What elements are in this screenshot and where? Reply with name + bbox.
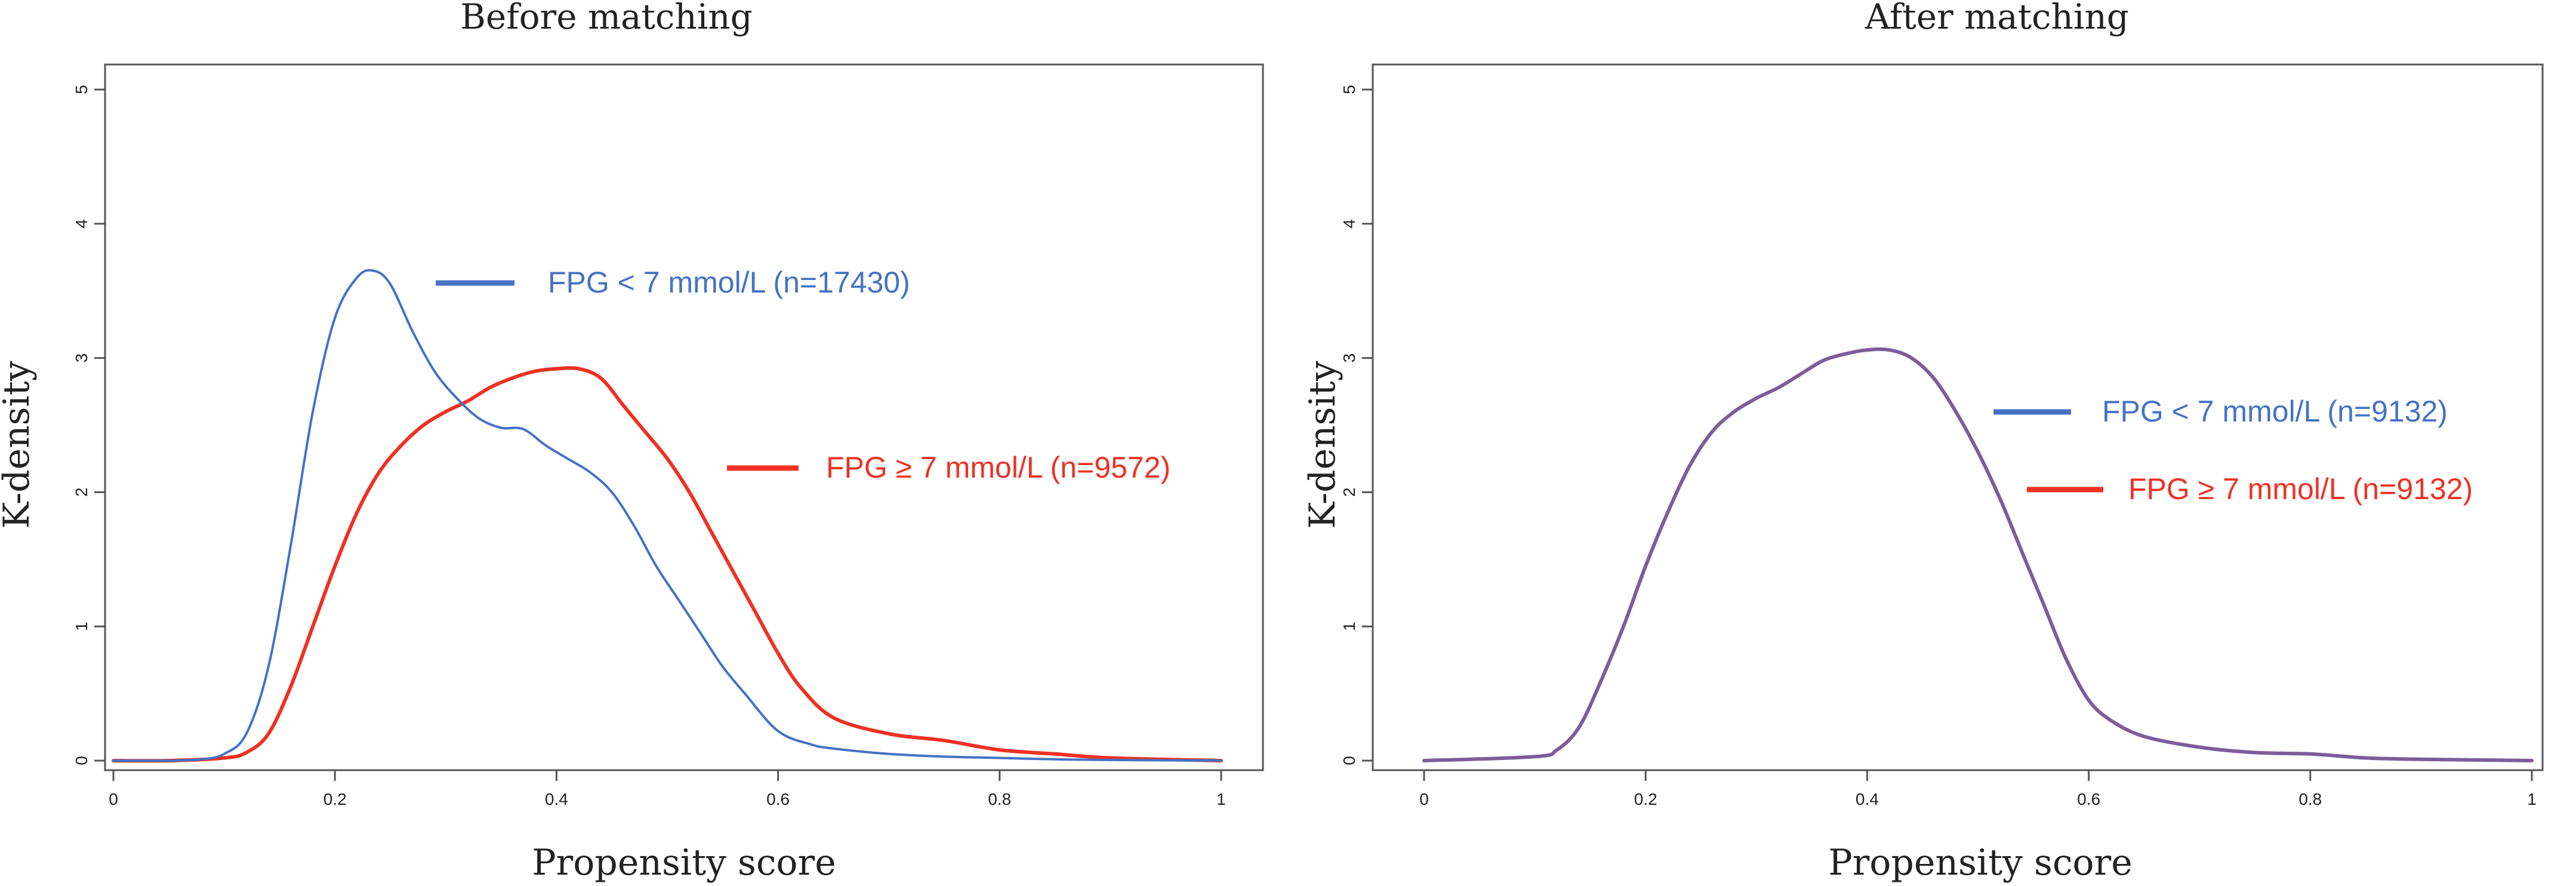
x-tick-label: 0.6: [766, 790, 790, 808]
x-tick-label: 1: [2527, 790, 2537, 808]
y-tick-label: 1: [72, 622, 91, 631]
x-tick-label: 0.6: [2077, 790, 2100, 808]
legend-label-series-2: FPG ≥ 7 mmol/L (n=9132): [2128, 472, 2473, 506]
x-tick-label: 0.4: [545, 790, 568, 808]
y-axis-label: K-density: [1302, 361, 1344, 528]
y-tick-label: 3: [1340, 353, 1358, 363]
series-line-1: [112, 269, 1222, 762]
y-axis-label: K-density: [0, 361, 38, 528]
legend: FPG < 7 mmol/L (n=17430) FPG ≥ 7 mmol/L …: [436, 266, 1170, 484]
series-line-2: [1422, 347, 2534, 762]
x-axis-label: Propensity score: [1828, 842, 2133, 884]
plot-frame: [104, 63, 1264, 771]
series-layer: [112, 269, 1223, 763]
legend-label-series-2: FPG ≥ 7 mmol/L (n=9572): [826, 451, 1170, 484]
y-tick-label: 2: [72, 488, 91, 497]
panel-before-matching: Before matching K-density Propensity sco…: [0, 0, 1264, 884]
x-tick-label: 0.2: [1634, 790, 1657, 808]
series-layer: [1422, 347, 2534, 762]
legend-label-series-1: FPG < 7 mmol/L (n=9132): [2102, 395, 2448, 428]
y-tick-label: 3: [72, 353, 91, 363]
chart-title: Before matching: [460, 0, 753, 37]
plot-frame: [1372, 63, 2544, 771]
y-tick-label: 2: [1340, 488, 1358, 497]
y-tick-label: 0: [72, 756, 91, 765]
x-axis: 0 0.2 0.4 0.6 0.8 1: [1419, 770, 2537, 808]
y-tick-label: 4: [1340, 219, 1358, 229]
x-tick-label: 0.8: [988, 790, 1011, 808]
legend-label-series-1: FPG < 7 mmol/L (n=17430): [548, 266, 910, 299]
chart-title: After matching: [1865, 0, 2129, 37]
x-tick-label: 0.8: [2298, 790, 2322, 808]
legend: FPG < 7 mmol/L (n=9132) FPG ≥ 7 mmol/L (…: [1993, 395, 2473, 506]
y-tick-label: 1: [1340, 622, 1358, 631]
y-axis: 0 1 2 3 4 5: [1340, 85, 1373, 765]
series-line-2: [112, 366, 1223, 763]
x-tick-label: 0.4: [1856, 790, 1879, 808]
x-tick-label: 1: [1216, 790, 1226, 808]
x-tick-label: 0: [109, 790, 118, 808]
y-tick-label: 5: [1340, 85, 1358, 94]
x-tick-label: 0: [1419, 790, 1429, 808]
y-tick-label: 4: [72, 219, 91, 229]
y-tick-label: 0: [1340, 756, 1358, 765]
panel-after-matching: After matching K-density Propensity scor…: [1302, 0, 2544, 884]
y-axis: 0 1 2 3 4 5: [72, 85, 105, 765]
x-axis-label: Propensity score: [532, 842, 836, 884]
x-tick-label: 0.2: [323, 790, 347, 808]
x-axis: 0 0.2 0.4 0.6 0.8 1: [109, 770, 1226, 808]
y-tick-label: 5: [72, 85, 91, 94]
